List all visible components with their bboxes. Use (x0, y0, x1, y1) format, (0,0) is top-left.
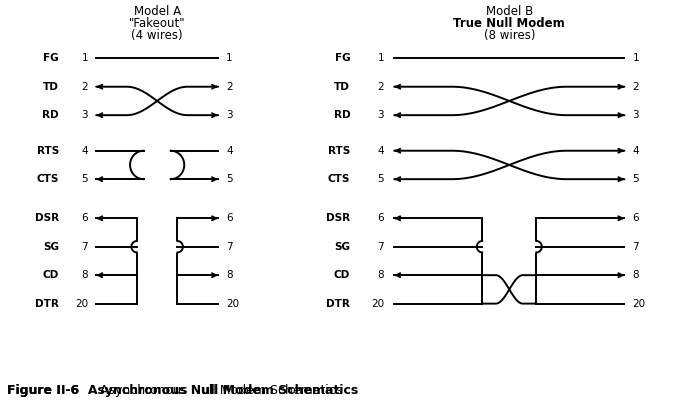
Text: RD: RD (333, 110, 350, 120)
Text: CD: CD (43, 270, 59, 280)
Text: 1: 1 (82, 53, 88, 63)
Text: 6: 6 (82, 213, 88, 223)
Text: (4 wires): (4 wires) (131, 29, 183, 42)
Text: 6: 6 (377, 213, 384, 223)
Text: 20: 20 (75, 299, 88, 309)
Text: 8: 8 (82, 270, 88, 280)
Text: 3: 3 (82, 110, 88, 120)
Text: SG: SG (43, 242, 59, 252)
Text: 3: 3 (377, 110, 384, 120)
Text: 1: 1 (632, 53, 639, 63)
Text: TD: TD (43, 82, 59, 92)
Text: 8: 8 (632, 270, 639, 280)
Text: Figure II-6: Figure II-6 (7, 384, 79, 397)
Text: Asynchronous Null Modem Schematics: Asynchronous Null Modem Schematics (92, 384, 342, 397)
Text: (8 wires): (8 wires) (483, 29, 535, 42)
Text: Model B: Model B (486, 5, 533, 18)
Text: 20: 20 (371, 299, 384, 309)
Text: 4: 4 (632, 146, 639, 156)
Text: 5: 5 (82, 174, 88, 184)
Text: 4: 4 (226, 146, 233, 156)
Text: 4: 4 (82, 146, 88, 156)
Text: RTS: RTS (328, 146, 350, 156)
Text: DSR: DSR (35, 213, 59, 223)
Text: 1: 1 (226, 53, 233, 63)
Text: 1: 1 (377, 53, 384, 63)
Text: 6: 6 (226, 213, 233, 223)
Text: 3: 3 (226, 110, 233, 120)
Text: SG: SG (334, 242, 350, 252)
Text: TD: TD (335, 82, 350, 92)
Text: 3: 3 (632, 110, 639, 120)
Text: 5: 5 (377, 174, 384, 184)
Text: 2: 2 (82, 82, 88, 92)
Text: Model A: Model A (133, 5, 181, 18)
Text: 4: 4 (377, 146, 384, 156)
Text: CD: CD (334, 270, 350, 280)
Text: FG: FG (44, 53, 59, 63)
Text: True Null Modem: True Null Modem (454, 17, 565, 30)
Text: 8: 8 (226, 270, 233, 280)
Text: 7: 7 (82, 242, 88, 252)
Text: Figure II-6  Asynchronous Null Modem Schematics: Figure II-6 Asynchronous Null Modem Sche… (7, 384, 358, 397)
Text: DSR: DSR (326, 213, 350, 223)
Text: 2: 2 (377, 82, 384, 92)
Text: RTS: RTS (37, 146, 59, 156)
Text: 20: 20 (226, 299, 239, 309)
Text: "Fakeout": "Fakeout" (129, 17, 186, 30)
Text: 2: 2 (226, 82, 233, 92)
Text: 7: 7 (377, 242, 384, 252)
Text: 6: 6 (632, 213, 639, 223)
Text: 5: 5 (226, 174, 233, 184)
Text: 8: 8 (377, 270, 384, 280)
Text: 20: 20 (632, 299, 646, 309)
Text: 5: 5 (632, 174, 639, 184)
Text: FG: FG (335, 53, 350, 63)
Text: CTS: CTS (37, 174, 59, 184)
Text: 7: 7 (226, 242, 233, 252)
Text: RD: RD (42, 110, 59, 120)
Text: 7: 7 (632, 242, 639, 252)
Text: CTS: CTS (328, 174, 350, 184)
Text: 2: 2 (632, 82, 639, 92)
Text: DTR: DTR (35, 299, 59, 309)
Text: DTR: DTR (326, 299, 350, 309)
